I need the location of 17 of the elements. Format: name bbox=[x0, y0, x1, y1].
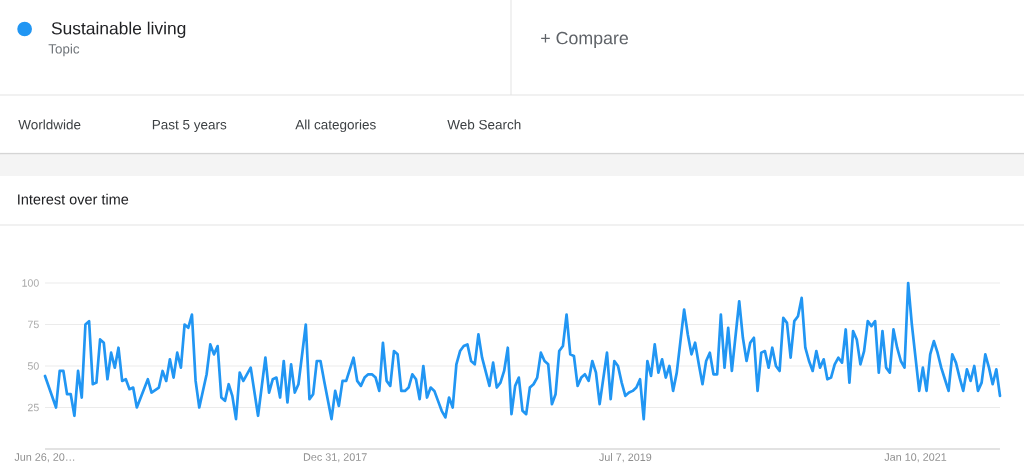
text: Topic bbox=[48, 43, 80, 57]
y-tick-label: 75 bbox=[28, 320, 39, 329]
x-tick-label: Jul 7, 2019 bbox=[599, 453, 652, 463]
x-tick-label: Dec 31, 2017 bbox=[303, 453, 367, 463]
chart-title: Interest over time bbox=[18, 193, 129, 205]
y-tick-label: 25 bbox=[27, 403, 39, 412]
x-tick-label: Jan 10, 2021 bbox=[884, 453, 947, 463]
text: Past 5 years bbox=[152, 120, 227, 133]
text: All categories bbox=[295, 119, 376, 133]
legend-label: Sustainable living bbox=[51, 21, 186, 38]
line-series bbox=[43, 281, 1002, 421]
text: Web Search bbox=[447, 119, 521, 130]
x-tick-label: Jun 26, 20… bbox=[14, 453, 75, 463]
text: Worldwide bbox=[18, 119, 81, 130]
y-tick-label: 50 bbox=[27, 362, 39, 370]
text: + Compare bbox=[541, 31, 628, 48]
y-tick-label: 100 bbox=[22, 279, 39, 287]
